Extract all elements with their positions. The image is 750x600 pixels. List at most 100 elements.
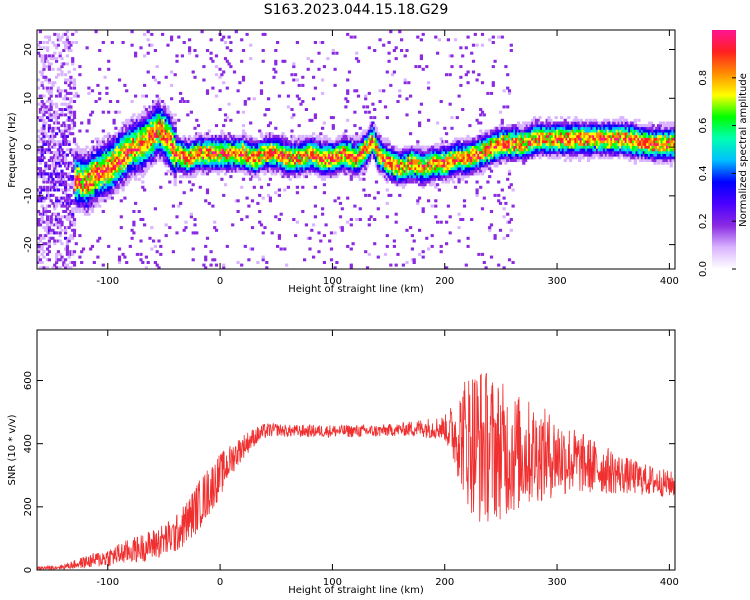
heatmap-cell (177, 159, 181, 162)
heatmap-cell (80, 167, 84, 171)
heatmap-cell (96, 201, 100, 205)
heatmap-cell (60, 124, 64, 128)
heatmap-cell (137, 153, 141, 157)
heatmap-cell (335, 172, 339, 176)
heatmap-cell (317, 137, 321, 141)
heatmap-cell (42, 210, 46, 213)
heatmap-cell (453, 153, 458, 157)
heatmap-cell (56, 43, 60, 47)
heatmap-cell (383, 105, 388, 109)
heatmap-cell (362, 132, 366, 136)
heatmap-cell (101, 185, 105, 189)
heatmap-cell (164, 129, 168, 133)
heatmap-cell (72, 234, 77, 238)
heatmap-cell (349, 151, 353, 154)
heatmap-cell (322, 156, 326, 160)
heatmap-cell (443, 175, 447, 179)
heatmap-cell (383, 177, 388, 181)
heatmap-cell (290, 151, 294, 154)
heatmap-cell (263, 161, 267, 165)
heatmap-cell (46, 185, 50, 189)
heatmap-cell (222, 35, 226, 39)
heatmap-cell (152, 102, 156, 106)
heatmap-cell (412, 161, 416, 165)
heatmap-cell (153, 261, 157, 264)
heatmap-cell (321, 148, 325, 152)
heatmap-cell (125, 180, 129, 184)
heatmap-cell (324, 167, 328, 171)
heatmap-cell (297, 124, 301, 128)
heatmap-cell (277, 151, 281, 154)
heatmap-cell (114, 183, 118, 187)
heatmap-cell (238, 145, 242, 149)
heatmap-cell (90, 159, 95, 162)
heatmap-cell (214, 169, 219, 173)
heatmap-cell (213, 148, 217, 152)
heatmap-cell (62, 159, 66, 162)
heatmap-cell (331, 145, 335, 149)
heatmap-cell (80, 175, 84, 179)
heatmap-cell (38, 185, 42, 189)
heatmap-cell (80, 177, 84, 181)
heatmap-cell (98, 188, 102, 192)
heatmap-cell (209, 142, 213, 146)
heatmap-cell (204, 258, 208, 262)
heatmap-cell (272, 142, 276, 146)
heatmap-cell (108, 137, 113, 141)
heatmap-cell (135, 124, 139, 128)
heatmap-cell (87, 118, 91, 122)
heatmap-cell (312, 164, 316, 168)
heatmap-cell (427, 81, 431, 85)
heatmap-cell (267, 153, 271, 157)
heatmap-cell (175, 151, 179, 154)
heatmap-cell (155, 100, 159, 103)
heatmap-cell (121, 177, 125, 181)
heatmap-cell (286, 94, 290, 98)
heatmap-cell (53, 207, 57, 211)
heatmap-cell (195, 159, 199, 162)
heatmap-cell (128, 145, 132, 149)
heatmap-cell (119, 175, 123, 179)
heatmap-cell (249, 247, 253, 251)
heatmap-cell (87, 172, 91, 176)
heatmap-cell (437, 175, 441, 179)
heatmap-cell (446, 142, 450, 146)
heatmap-cell (202, 159, 206, 162)
heatmap-cell (403, 153, 407, 157)
heatmap-cell (396, 167, 400, 171)
heatmap-cell (171, 159, 175, 162)
heatmap-cell (382, 137, 386, 141)
heatmap-cell (358, 140, 362, 144)
heatmap-cell (166, 169, 170, 173)
heatmap-cell (126, 177, 131, 181)
heatmap-cell (117, 258, 122, 262)
heatmap-cell (428, 167, 432, 171)
heatmap-cell (294, 148, 298, 152)
heatmap-cell (202, 134, 206, 138)
heatmap-cell (157, 140, 161, 144)
heatmap-cell (403, 183, 407, 187)
heatmap-cell (135, 148, 139, 152)
heatmap-cell (321, 91, 325, 95)
heatmap-cell (277, 234, 281, 238)
heatmap-cell (116, 100, 120, 103)
heatmap-cell (216, 151, 220, 154)
heatmap-cell (125, 121, 129, 125)
heatmap-cell (294, 175, 298, 179)
heatmap-cell (105, 183, 109, 187)
heatmap-cell (146, 142, 150, 146)
heatmap-cell (130, 167, 134, 171)
heatmap-cell (130, 153, 134, 157)
heatmap-cell (276, 167, 280, 171)
heatmap-cell (252, 97, 256, 101)
heatmap-cell (103, 180, 107, 184)
heatmap-cell (400, 49, 404, 52)
heatmap-cell (225, 164, 229, 168)
heatmap-cell (276, 145, 280, 149)
heatmap-cell (355, 57, 359, 61)
heatmap-cell (143, 129, 147, 133)
heatmap-cell (297, 83, 301, 87)
heatmap-cell (398, 153, 402, 157)
heatmap-cell (87, 185, 91, 189)
heatmap-cell (121, 185, 125, 189)
